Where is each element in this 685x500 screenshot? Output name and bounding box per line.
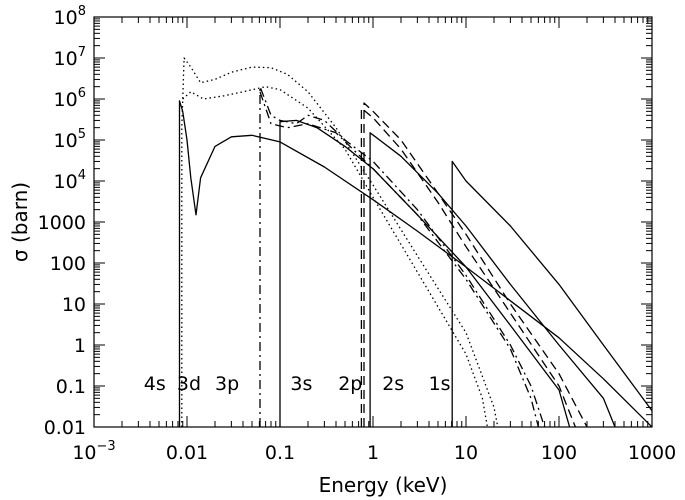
y-tick-label-exponent: 7 (78, 45, 86, 60)
series-line-2 (181, 57, 499, 427)
y-tick-label-exponent: 5 (78, 127, 86, 142)
y-tick-label: 10 (62, 294, 86, 316)
plot-frame (93, 16, 653, 428)
x-axis-title: Energy (keV) (319, 473, 448, 497)
x-tick-label: 0.01 (166, 442, 208, 464)
shell-labels: 4s 3d 3p 3s 2p 2s 1s (144, 373, 451, 395)
series-line-10 (451, 160, 652, 427)
series-line-1 (178, 100, 652, 427)
y-tick-label: 0.01 (44, 417, 86, 439)
x-tick-label: 1 (367, 442, 379, 464)
y-tick-label: 1 (74, 335, 86, 357)
shell-label-4s: 4s (144, 373, 166, 395)
y-tick-label-base: 10 (54, 171, 78, 193)
y-tick-label: 106 (54, 86, 86, 111)
y-axis-title: σ (barn) (8, 182, 32, 262)
y-tick-label-base: 10 (54, 89, 78, 111)
x-tick-label: 1000 (628, 442, 676, 464)
shell-label-2s: 2s (382, 373, 404, 395)
x-tick-label: 10 (454, 442, 478, 464)
y-tick-label: 105 (54, 127, 86, 152)
y-tick-label: 108 (54, 4, 86, 29)
x-axis: 10−3 0.01 0.1 1 10 100 1000 (72, 17, 676, 464)
x-tick-label: 100 (541, 442, 577, 464)
series-group (178, 57, 652, 427)
shell-label-3s: 3s (290, 373, 312, 395)
y-tick-label-exponent: 6 (78, 86, 86, 101)
series-line-8 (360, 107, 577, 427)
y-tick-label-base: 10 (54, 48, 78, 70)
x-tick-label-exponent: −3 (97, 439, 116, 454)
series-line-9 (369, 132, 616, 427)
y-tick-label: 0.1 (56, 376, 86, 398)
series-line-6 (279, 119, 571, 427)
y-tick-label: 107 (54, 45, 86, 70)
shell-label-3p: 3p (215, 373, 239, 395)
y-tick-label-base: 10 (54, 130, 78, 152)
y-tick-label-base: 10 (54, 7, 78, 29)
y-tick-label: 100 (50, 253, 86, 275)
x-tick-label: 10−3 (72, 439, 115, 464)
shell-label-2p: 2p (338, 373, 362, 395)
y-tick-label-exponent: 4 (78, 168, 86, 183)
series-line-4 (259, 86, 546, 427)
shell-label-1s: 1s (429, 373, 451, 395)
y-tick-label-exponent: 8 (78, 4, 86, 19)
y-tick-label: 104 (54, 168, 86, 193)
x-tick-label: 0.1 (265, 442, 295, 464)
x-tick-label-base: 10 (72, 442, 96, 464)
plot-border (93, 16, 653, 428)
series-line-3 (182, 86, 489, 427)
shell-label-3d: 3d (177, 373, 201, 395)
y-tick-label: 1000 (38, 212, 86, 234)
